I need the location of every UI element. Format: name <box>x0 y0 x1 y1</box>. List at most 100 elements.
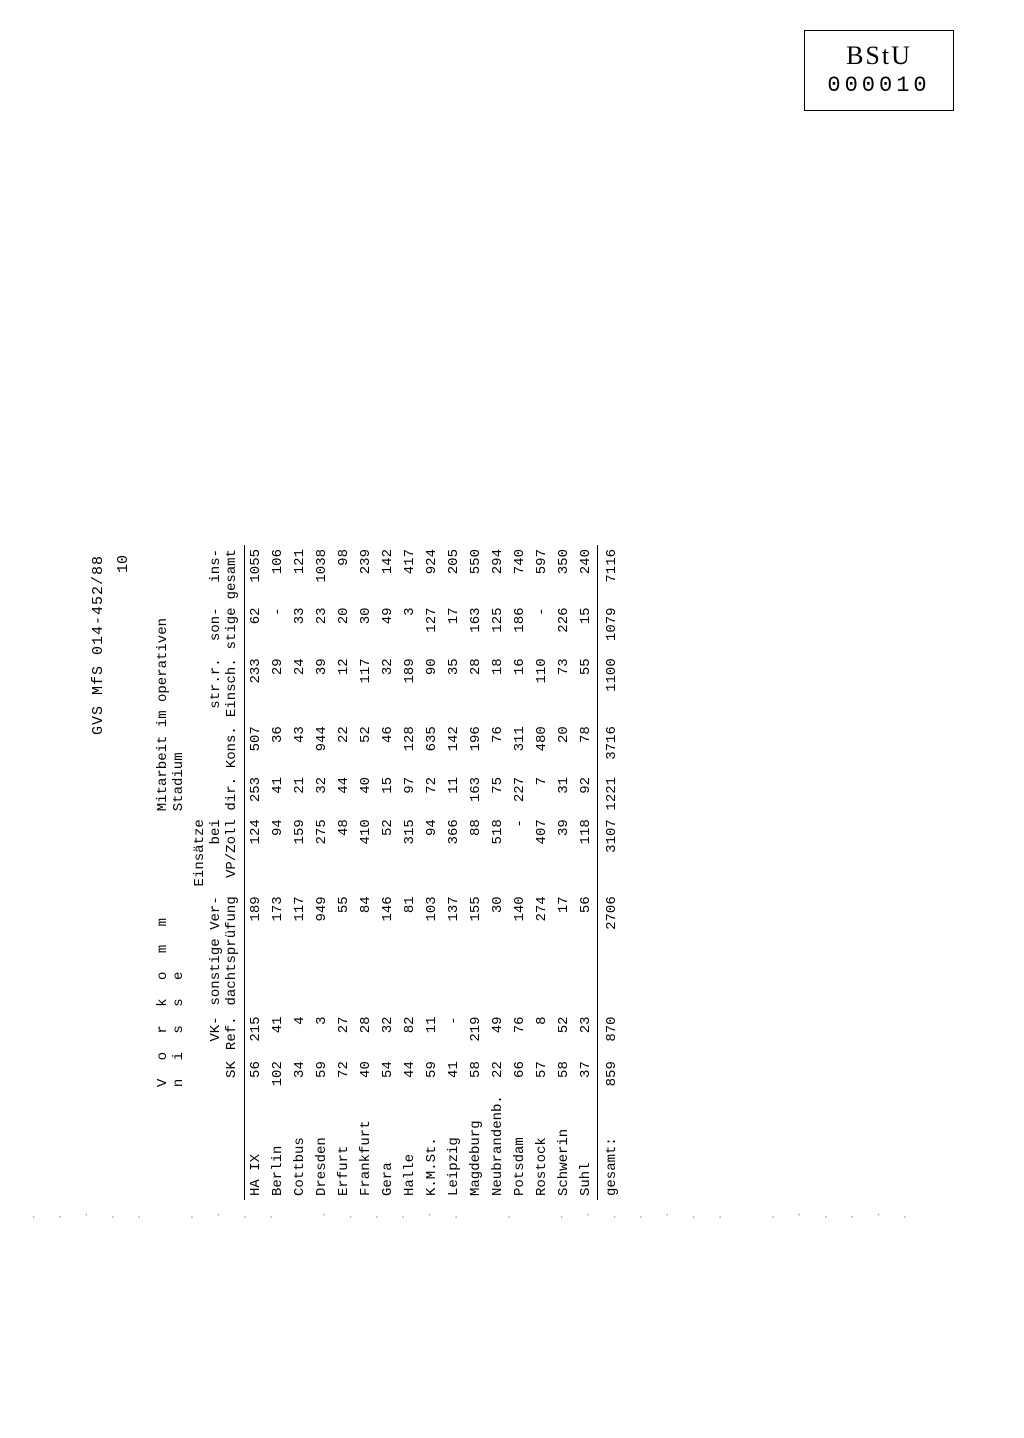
table-cell: 294 <box>487 545 509 603</box>
table-cell: 16 <box>509 654 531 722</box>
totals-cell: 859 <box>598 1057 624 1091</box>
table-cell: 480 <box>531 722 553 773</box>
table-cell: 48 <box>333 815 355 892</box>
row-label: Magdeburg <box>465 1091 487 1200</box>
table-cell: 32 <box>311 773 333 815</box>
row-label: Dresden <box>311 1091 333 1200</box>
column-header: Kons. <box>189 722 245 773</box>
table-cell: 30 <box>355 603 377 654</box>
table-cell: 215 <box>245 1012 268 1057</box>
table-cell: 274 <box>531 892 553 1012</box>
table-cell: 49 <box>377 603 399 654</box>
row-label: Neubrandenb. <box>487 1091 509 1200</box>
table-row: Neubrandenb.224930518757618125294 <box>487 545 509 1200</box>
table-cell: 219 <box>465 1012 487 1057</box>
table-cell: 140 <box>509 892 531 1012</box>
table-cell: 98 <box>333 545 355 603</box>
table-cell: 52 <box>377 815 399 892</box>
table-cell: 17 <box>443 603 465 654</box>
table-cell: 944 <box>311 722 333 773</box>
table-cell: 155 <box>465 892 487 1012</box>
table-cell: 21 <box>289 773 311 815</box>
table-cell: 57 <box>531 1057 553 1091</box>
table-row: Gera54321465215463249142 <box>377 545 399 1200</box>
table-cell: 103 <box>421 892 443 1012</box>
totals-cell: 3716 <box>598 722 624 773</box>
table-cell: 59 <box>421 1057 443 1091</box>
page-number: 10 <box>115 555 132 1200</box>
table-cell: 142 <box>377 545 399 603</box>
table-cell: 275 <box>311 815 333 892</box>
table-cell: 1055 <box>245 545 268 603</box>
table-cell: 39 <box>311 654 333 722</box>
table-cell: 43 <box>289 722 311 773</box>
table-cell: 27 <box>333 1012 355 1057</box>
table-cell: 20 <box>333 603 355 654</box>
table-cell: 350 <box>553 545 575 603</box>
table-cell: 118 <box>575 815 598 892</box>
table-cell: 117 <box>355 654 377 722</box>
table-cell: 90 <box>421 654 443 722</box>
stamp-line1: BStU <box>805 41 953 71</box>
table-cell: 32 <box>377 654 399 722</box>
table-cell: 142 <box>443 722 465 773</box>
table-cell: 233 <box>245 654 268 722</box>
table-cell: 239 <box>355 545 377 603</box>
totals-cell: 3107 <box>598 815 624 892</box>
table-row: Frankfurt402884410405211730239 <box>355 545 377 1200</box>
table-cell: 106 <box>267 545 289 603</box>
table-cell: 22 <box>487 1057 509 1091</box>
table-cell: 3 <box>311 1012 333 1057</box>
table-cell: 205 <box>443 545 465 603</box>
table-cell: 550 <box>465 545 487 603</box>
table-cell: 44 <box>333 773 355 815</box>
table-cell: 366 <box>443 815 465 892</box>
row-label: Potsdam <box>509 1091 531 1200</box>
table-cell: 56 <box>245 1057 268 1091</box>
table-super-header: V o r k o m m n i s s e Mitarbeit im ope… <box>152 545 189 1200</box>
table-cell: 41 <box>267 1012 289 1057</box>
table-cell: 159 <box>289 815 311 892</box>
table-cell: 253 <box>245 773 268 815</box>
table-cell: 8 <box>531 1012 553 1057</box>
column-header: son- stige <box>189 603 245 654</box>
scan-noise: . . · . . . · . . · . . . · . . . · . . … <box>30 1208 984 1238</box>
table-cell: 7 <box>531 773 553 815</box>
table-cell: 41 <box>443 1057 465 1091</box>
table-row: Halle448281315971281893417 <box>399 545 421 1200</box>
stamp-line2: 000010 <box>805 73 953 98</box>
table-cell: 56 <box>575 892 598 1012</box>
archive-stamp: BStU 000010 <box>804 30 954 111</box>
table-cell: 73 <box>553 654 575 722</box>
table-cell: 3 <box>399 603 421 654</box>
row-label: Halle <box>399 1091 421 1200</box>
totals-cell: 2706 <box>598 892 624 1012</box>
table-cell: 36 <box>267 722 289 773</box>
table-cell: 17 <box>553 892 575 1012</box>
table-cell: 52 <box>553 1012 575 1057</box>
totals-cell: 1100 <box>598 654 624 722</box>
row-label: K.M.St. <box>421 1091 443 1200</box>
table-cell: 39 <box>553 815 575 892</box>
table-row: Suhl37235611892785515240 <box>575 545 598 1200</box>
data-table: V o r k o m m n i s s e Mitarbeit im ope… <box>152 545 623 1200</box>
table-cell: 54 <box>377 1057 399 1091</box>
table-cell: 92 <box>575 773 598 815</box>
table-cell: 597 <box>531 545 553 603</box>
table-cell: 240 <box>575 545 598 603</box>
column-header: dir. <box>189 773 245 815</box>
table-cell: 117 <box>289 892 311 1012</box>
table-cell: 29 <box>267 654 289 722</box>
row-label: Rostock <box>531 1091 553 1200</box>
table-cell: 11 <box>421 1012 443 1057</box>
table-cell: - <box>443 1012 465 1057</box>
table-cell: 110 <box>531 654 553 722</box>
column-header: str.r. Einsch. <box>189 654 245 722</box>
table-cell: - <box>531 603 553 654</box>
table-cell: 23 <box>575 1012 598 1057</box>
table-cell: 128 <box>399 722 421 773</box>
table-cell: 94 <box>421 815 443 892</box>
table-cell: 44 <box>399 1057 421 1091</box>
table-cell: 94 <box>267 815 289 892</box>
table-cell: 72 <box>333 1057 355 1091</box>
